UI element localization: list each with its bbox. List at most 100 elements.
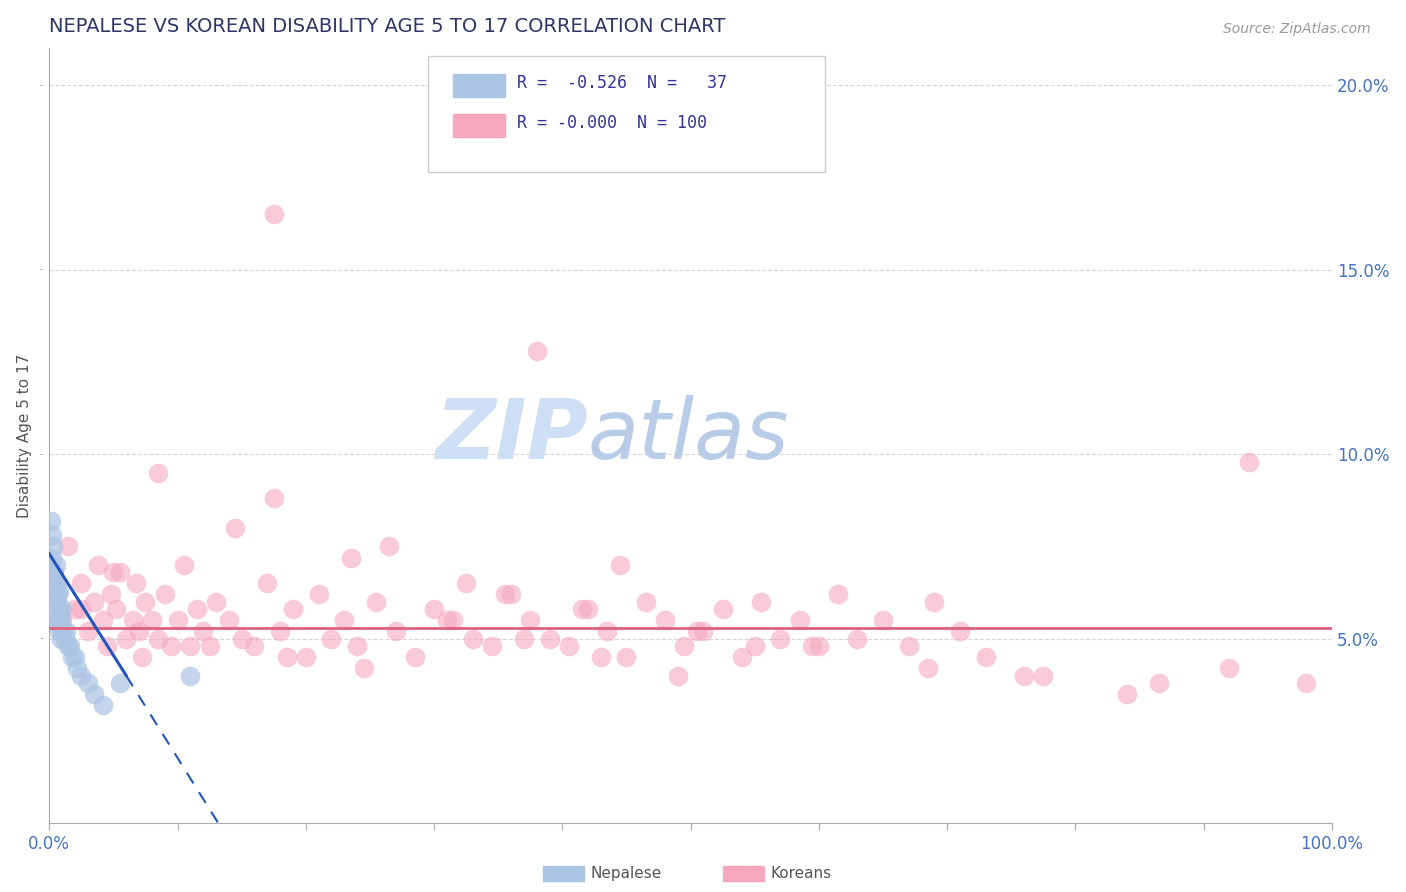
Point bbox=[191, 624, 214, 639]
Point bbox=[108, 676, 131, 690]
Point bbox=[60, 650, 83, 665]
Point bbox=[52, 624, 75, 639]
Point bbox=[609, 558, 631, 572]
Point bbox=[48, 624, 70, 639]
Point bbox=[87, 558, 110, 572]
Point bbox=[596, 624, 619, 639]
Point bbox=[44, 595, 66, 609]
Point bbox=[42, 566, 65, 580]
Point bbox=[353, 661, 375, 675]
Point bbox=[346, 639, 368, 653]
Point bbox=[616, 650, 638, 665]
Point bbox=[51, 624, 73, 639]
Point bbox=[41, 550, 63, 565]
Point bbox=[1115, 687, 1137, 701]
Point bbox=[499, 587, 522, 601]
Point bbox=[53, 632, 76, 646]
Point bbox=[634, 595, 657, 609]
Point bbox=[333, 613, 356, 627]
Point bbox=[39, 514, 62, 528]
Point bbox=[166, 613, 188, 627]
Point bbox=[481, 639, 503, 653]
Y-axis label: Disability Age 5 to 17: Disability Age 5 to 17 bbox=[17, 353, 32, 518]
Point bbox=[339, 550, 361, 565]
Point bbox=[441, 613, 464, 627]
Text: R =  -0.526  N =   37: R = -0.526 N = 37 bbox=[517, 74, 727, 92]
Point bbox=[70, 576, 93, 591]
Point bbox=[45, 576, 67, 591]
Point bbox=[125, 576, 148, 591]
Point bbox=[63, 602, 86, 616]
Point bbox=[198, 639, 221, 653]
Bar bbox=[453, 114, 505, 137]
Point bbox=[423, 602, 446, 616]
Point bbox=[91, 613, 114, 627]
Point bbox=[45, 558, 67, 572]
Point bbox=[66, 661, 89, 675]
Point bbox=[897, 639, 920, 653]
Point bbox=[131, 650, 153, 665]
Point bbox=[160, 639, 183, 653]
Point bbox=[256, 576, 278, 591]
Point bbox=[378, 540, 401, 554]
Point bbox=[186, 602, 208, 616]
Bar bbox=[453, 74, 505, 97]
Point bbox=[44, 566, 66, 580]
Point bbox=[974, 650, 997, 665]
Point bbox=[654, 613, 676, 627]
Point bbox=[872, 613, 894, 627]
Point bbox=[48, 602, 70, 616]
Point bbox=[45, 576, 67, 591]
Point bbox=[494, 587, 516, 601]
Point bbox=[513, 632, 536, 646]
Point bbox=[281, 602, 304, 616]
Point bbox=[1147, 676, 1170, 690]
Point bbox=[1218, 661, 1240, 675]
Point bbox=[749, 595, 772, 609]
Point bbox=[461, 632, 484, 646]
Point bbox=[538, 632, 561, 646]
Point bbox=[134, 595, 156, 609]
Point bbox=[243, 639, 266, 653]
Point bbox=[148, 632, 170, 646]
Point bbox=[45, 595, 67, 609]
Text: Nepalese: Nepalese bbox=[591, 866, 662, 881]
Point bbox=[205, 595, 228, 609]
Point bbox=[173, 558, 195, 572]
Point bbox=[104, 602, 127, 616]
Point bbox=[263, 491, 285, 506]
Point bbox=[1237, 454, 1260, 468]
Point bbox=[51, 613, 73, 627]
Point bbox=[42, 576, 65, 591]
Point bbox=[589, 650, 612, 665]
Point bbox=[526, 343, 548, 358]
Point bbox=[153, 587, 176, 601]
Point bbox=[269, 624, 291, 639]
Point bbox=[1032, 668, 1054, 682]
Point bbox=[744, 639, 766, 653]
Point bbox=[58, 540, 80, 554]
Point bbox=[686, 624, 709, 639]
Point bbox=[179, 639, 201, 653]
Point bbox=[103, 566, 125, 580]
Point bbox=[91, 698, 114, 712]
Point bbox=[294, 650, 316, 665]
Point bbox=[49, 613, 72, 627]
Point bbox=[224, 521, 246, 535]
Point bbox=[519, 613, 541, 627]
Point bbox=[666, 668, 689, 682]
Point bbox=[231, 632, 253, 646]
Text: NEPALESE VS KOREAN DISABILITY AGE 5 TO 17 CORRELATION CHART: NEPALESE VS KOREAN DISABILITY AGE 5 TO 1… bbox=[49, 17, 725, 36]
Point bbox=[571, 602, 593, 616]
Point bbox=[100, 587, 122, 601]
Point bbox=[276, 650, 298, 665]
Point bbox=[384, 624, 406, 639]
Point bbox=[46, 587, 69, 601]
Point bbox=[321, 632, 343, 646]
Point bbox=[83, 687, 105, 701]
Point bbox=[827, 587, 849, 601]
Point bbox=[807, 639, 830, 653]
Point bbox=[45, 587, 67, 601]
Point bbox=[456, 576, 478, 591]
Point bbox=[48, 583, 70, 598]
